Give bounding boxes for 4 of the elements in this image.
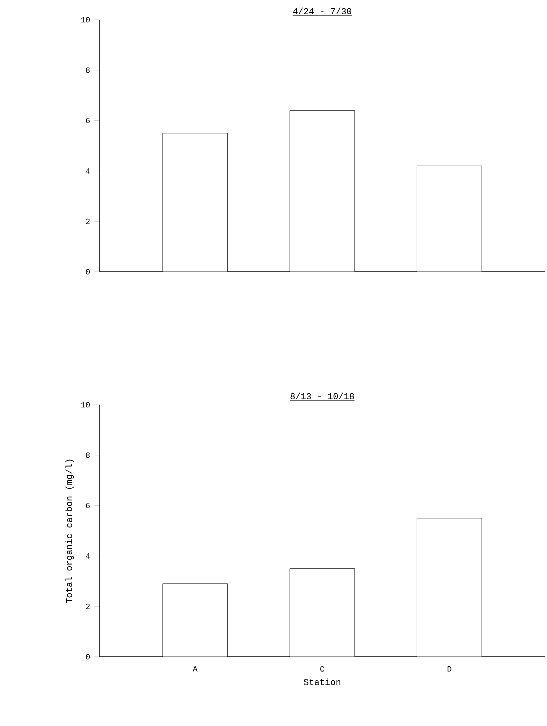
x-axis-title: Station <box>304 678 341 686</box>
y-axis-title: Total organic carbon (mg/l) <box>66 460 74 604</box>
chart-title: 4/24 - 7/30 <box>293 8 352 14</box>
chart-title: 8/13 - 10/18 <box>290 392 354 400</box>
